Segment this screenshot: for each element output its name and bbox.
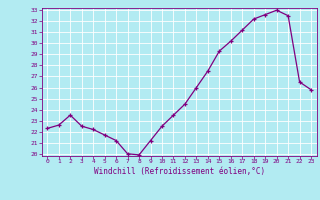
X-axis label: Windchill (Refroidissement éolien,°C): Windchill (Refroidissement éolien,°C) [94, 167, 265, 176]
